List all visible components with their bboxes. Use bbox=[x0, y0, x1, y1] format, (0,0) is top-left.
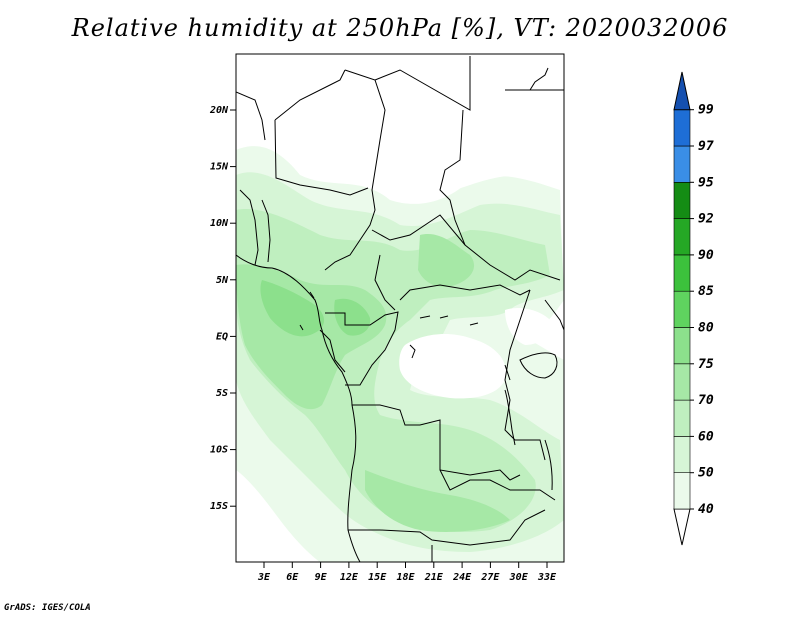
colorbar-swatch bbox=[673, 145, 691, 183]
colorbar-label: 99 bbox=[698, 103, 714, 118]
dry-region-east bbox=[505, 308, 551, 345]
colorbar-label: 60 bbox=[698, 429, 714, 444]
lon-tick-label: 33E bbox=[537, 572, 557, 583]
lon-tick-label: 30E bbox=[509, 572, 529, 583]
border-cam-car bbox=[374, 254, 396, 311]
border-gabon bbox=[319, 329, 346, 373]
lon-tick-label: 18E bbox=[396, 572, 415, 583]
colorbar-swatch bbox=[673, 182, 691, 219]
lat-tick-label: 20N bbox=[209, 105, 229, 116]
colorbar-swatch bbox=[673, 363, 691, 401]
border-west-b bbox=[261, 199, 271, 263]
lon-tick-label: 6E bbox=[286, 572, 299, 583]
colorbar-swatch bbox=[673, 254, 691, 292]
border-n4 bbox=[374, 56, 471, 111]
lat-tick-label: 5S bbox=[216, 388, 228, 399]
colorbar-swatch bbox=[673, 399, 691, 437]
humidity-region-70-south bbox=[365, 470, 510, 532]
lat-tick-label: 10S bbox=[210, 445, 228, 456]
lon-tick-label: 3E bbox=[257, 572, 271, 583]
border-namibia bbox=[348, 509, 546, 546]
colorbar-swatch bbox=[673, 436, 691, 473]
colorbar-swatch bbox=[673, 218, 691, 256]
colorbar-label: 50 bbox=[698, 466, 714, 481]
latitude-axis: 20N 15N 10N 5N EQ 5S 10S 15S bbox=[209, 105, 236, 512]
border-chad-car bbox=[371, 214, 561, 281]
humidity-region-70-east bbox=[418, 234, 475, 287]
colorbar-high-arrow bbox=[673, 71, 691, 111]
coast-ne bbox=[529, 67, 549, 91]
colorbar-label: 85 bbox=[698, 284, 714, 299]
colorbar-label: 97 bbox=[698, 139, 714, 154]
map-title: Relative humidity at 250hPa [%], VT: 202… bbox=[71, 14, 729, 42]
dry-region-central bbox=[399, 334, 506, 399]
colorbar-label: 90 bbox=[698, 248, 714, 263]
border-congo bbox=[325, 311, 399, 386]
lat-tick-label: 15N bbox=[210, 162, 229, 173]
lake-kivu bbox=[504, 364, 511, 381]
dry-region-southwest bbox=[236, 470, 320, 562]
lon-tick-label: 12E bbox=[340, 572, 359, 583]
country-borders bbox=[236, 56, 564, 562]
humidity-region-75 bbox=[260, 280, 325, 337]
river-marks bbox=[419, 315, 479, 326]
colorbar-swatch bbox=[673, 290, 691, 328]
lon-tick-label: 15E bbox=[368, 572, 387, 583]
lake-tanganyika bbox=[504, 389, 516, 446]
humidity-region-75-b bbox=[334, 298, 371, 336]
dry-region-north bbox=[236, 60, 564, 196]
river-congo-a bbox=[409, 344, 416, 359]
lake-victoria bbox=[519, 352, 558, 379]
border-drc-angola bbox=[352, 404, 521, 481]
lat-tick-label: 5N bbox=[216, 275, 229, 286]
colorbar: 40 50 60 70 75 80 85 90 92 95 97 99 bbox=[673, 71, 714, 546]
border-n1 bbox=[274, 119, 369, 196]
colorbar-label: 75 bbox=[698, 357, 714, 372]
lat-tick-label: 10N bbox=[210, 218, 229, 229]
border-zambia bbox=[439, 469, 556, 501]
lake-malawi bbox=[544, 439, 553, 491]
coastline-west bbox=[236, 254, 361, 562]
border-n3 bbox=[324, 69, 386, 271]
colorbar-label: 95 bbox=[698, 175, 714, 190]
border-west-a bbox=[239, 189, 259, 266]
colorbar-label: 92 bbox=[698, 212, 714, 227]
lon-tick-label: 24E bbox=[452, 572, 472, 583]
lon-tick-label: 9E bbox=[315, 572, 328, 583]
humidity-shading bbox=[236, 60, 564, 562]
border-car-drc bbox=[399, 284, 531, 301]
map-frame bbox=[235, 53, 565, 563]
longitude-axis: 3E 6E 9E 12E 15E 18E 21E 24E 27E 30E 33E bbox=[257, 562, 557, 583]
colorbar-label: 70 bbox=[698, 393, 714, 408]
coast-islands bbox=[299, 291, 315, 331]
colorbar-swatch bbox=[673, 327, 691, 365]
lon-tick-label: 21E bbox=[424, 572, 444, 583]
border-n5 bbox=[439, 109, 466, 246]
border-east bbox=[544, 299, 564, 331]
border-nw bbox=[236, 91, 266, 141]
lon-tick-label: 27E bbox=[480, 572, 500, 583]
colorbar-label: 40 bbox=[698, 502, 714, 517]
colorbar-swatch bbox=[673, 109, 691, 147]
lat-tick-label: 15S bbox=[210, 501, 228, 512]
border-n2 bbox=[274, 69, 346, 121]
border-drc-east bbox=[504, 289, 546, 461]
colorbar-label: 80 bbox=[698, 321, 714, 336]
colorbar-low-arrow bbox=[673, 508, 691, 546]
lat-tick-label: EQ bbox=[216, 331, 228, 342]
grads-credit: GrADS: IGES/COLA bbox=[4, 603, 91, 613]
colorbar-swatch bbox=[673, 472, 691, 510]
